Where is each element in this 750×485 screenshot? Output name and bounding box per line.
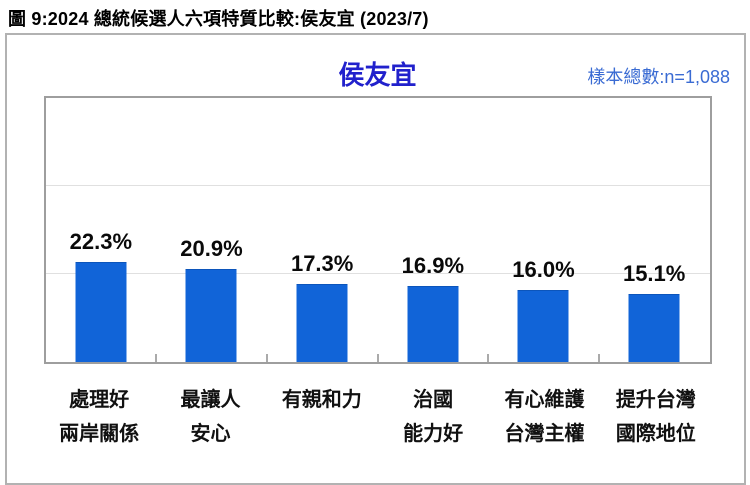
x-axis-label: 處理好 兩岸關係	[44, 383, 155, 451]
bar	[75, 262, 127, 362]
bar	[296, 284, 348, 362]
x-axis-label-line: 最讓人	[180, 389, 241, 411]
bar-group: 15.1%	[599, 98, 710, 362]
plot-inner: 22.3% 20.9% 17.3% 16.9% 16.0% 15.1%	[45, 98, 710, 362]
plot-area: 22.3% 20.9% 17.3% 16.9% 16.0% 15.1%	[43, 95, 712, 364]
x-axis-label-line: 台灣主權	[504, 423, 585, 445]
axis-tick	[597, 353, 600, 362]
x-axis-label-line: 兩岸關係	[59, 423, 140, 445]
bar-group: 20.9%	[156, 98, 267, 362]
x-axis-label-line: 安心	[190, 423, 231, 445]
x-axis-label: 有心維護 台灣主權	[489, 383, 600, 451]
x-axis-label: 提升台灣 國際地位	[600, 383, 711, 451]
bar-group: 22.3%	[46, 98, 157, 362]
sample-size-note: 樣本總數:n=1,088	[587, 67, 730, 87]
chart-card: 侯友宜 樣本總數:n=1,088 22.3% 20.9% 17.3% 16.9% 16.…	[5, 33, 746, 485]
bar-group: 17.3%	[267, 98, 378, 362]
axis-tick	[376, 353, 379, 362]
bar-value-label: 20.9%	[180, 235, 243, 261]
x-axis-label: 最讓人 安心	[155, 383, 266, 451]
bar-group: 16.0%	[488, 98, 599, 362]
x-axis-label-line: 有心維護	[504, 389, 585, 411]
gridline	[45, 184, 710, 186]
axis-tick	[487, 353, 490, 362]
bar-value-label: 16.9%	[401, 253, 465, 279]
bar	[185, 268, 237, 362]
x-axis-label: 有親和力	[266, 383, 377, 451]
axis-tick	[265, 353, 268, 362]
x-axis-label-line: 國際地位	[615, 423, 696, 445]
bar	[407, 286, 459, 362]
bar-value-label: 22.3%	[69, 229, 133, 255]
x-axis-labels: 處理好 兩岸關係 最讓人 安心 有親和力 治國 能力好 有心維護 台灣主權 提升台灣 國際地位	[44, 383, 712, 463]
figure-title: 圖 9:2024 總統候選人六項特質比較:侯友宜 (2023/7)	[8, 9, 429, 29]
x-axis-label-line	[266, 417, 377, 451]
bar-value-label: 17.3%	[290, 251, 354, 277]
x-axis-label-line: 提升台灣	[615, 389, 696, 411]
bar	[628, 294, 680, 362]
x-axis-label-line: 能力好	[403, 423, 464, 445]
bar-group: 16.9%	[378, 98, 489, 362]
bar-value-label: 15.1%	[622, 261, 686, 287]
x-axis-label-line: 處理好	[69, 389, 130, 411]
chart-title: 侯友宜	[338, 60, 417, 90]
x-axis-label-line: 治國	[413, 389, 454, 411]
bar	[517, 290, 569, 362]
bar-value-label: 16.0%	[512, 257, 575, 283]
x-axis-label-line: 有親和力	[281, 389, 362, 411]
gridline	[45, 272, 710, 274]
x-axis-label: 治國 能力好	[378, 383, 489, 451]
axis-tick	[155, 353, 158, 362]
